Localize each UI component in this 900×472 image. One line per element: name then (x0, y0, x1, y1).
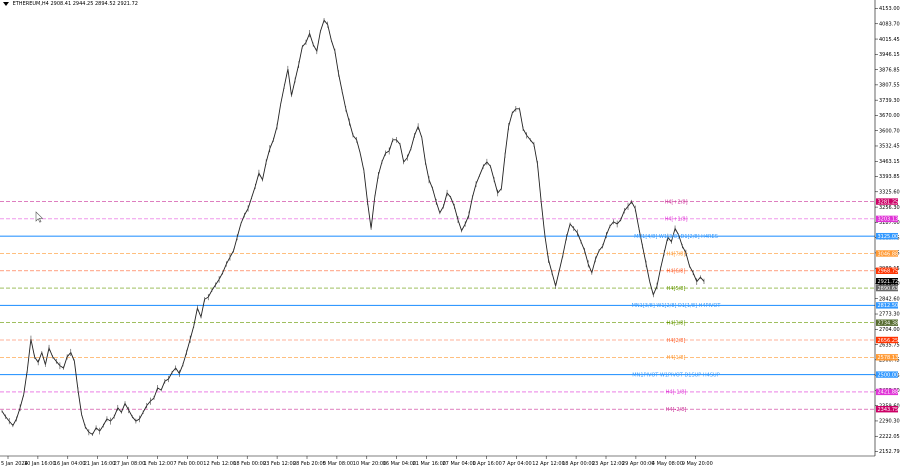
x-tick-label: 18 Feb 00:00 (233, 461, 266, 467)
price-tag (876, 388, 898, 396)
chart-header: ETHEREUM,H4 2908.41 2944.25 2894.52 2921… (3, 1, 138, 7)
price-tag-label: 2734.38 (878, 320, 899, 326)
x-tick-label: 1 Feb 12:00 (144, 461, 174, 467)
y-tick-label: 3600.70 (879, 128, 900, 134)
y-tick-label: 2704.00 (879, 327, 900, 333)
level-label: MN1[4/8] W1[3/8] D1[2/8] H4RES (634, 234, 718, 240)
y-tick-label: 2842.60 (879, 296, 900, 302)
price-tag (876, 371, 898, 378)
price-tag-label: 2421.88 (878, 390, 899, 396)
level-label: MN1[3/8] W1[2/8] D1[1/8] H4PIVOT (632, 303, 722, 309)
price-tag (876, 267, 898, 274)
price-tag (876, 198, 898, 205)
level-label: H4[2/8] (667, 338, 686, 344)
price-tag (876, 284, 898, 292)
x-tick-label: 12 Apr 12:00 (532, 461, 565, 467)
x-tick-label: 16 Mar 04:00 (383, 461, 416, 467)
level-label: MN1PIVOT W1PIVOT D1SUP H4SUP (632, 372, 719, 378)
price-tag (876, 250, 898, 257)
x-tick-label: 7 Apr 04:00 (502, 461, 531, 467)
x-tick-label: 18 Apr 00:00 (562, 461, 595, 467)
y-tick-label: 2152.79 (879, 449, 900, 455)
x-tick-label: 21 Jan 16:00 (84, 461, 116, 467)
price-tag (876, 336, 898, 344)
x-tick-label: 10 Mar 20:00 (353, 461, 386, 467)
price-tag-label: 2921.72 (878, 279, 899, 285)
price-tag-label: 2343.75 (878, 407, 899, 413)
level-label: H4[3/8] (667, 320, 686, 326)
x-tick-label: 5 Jan 2024 (1, 461, 28, 467)
x-tick-label: 9 May 20:00 (682, 461, 713, 467)
price-tag (876, 277, 898, 285)
y-tick-label: 3739.30 (879, 98, 900, 104)
y-tick-label: 2635.75 (879, 342, 900, 348)
y-tick-label: 2773.30 (879, 312, 900, 318)
x-tick-label: 27 Mar 04:00 (443, 461, 476, 467)
level-label: H4[5/8] (667, 286, 686, 292)
price-tag-label: 3125.00 (878, 234, 899, 240)
x-tick-label: 29 Apr 00:00 (622, 461, 655, 467)
price-tag (876, 319, 898, 326)
y-tick-label: 3946.15 (879, 52, 900, 58)
y-tick-label: 3876.85 (879, 67, 900, 73)
x-tick-label: 21 Mar 16:00 (413, 461, 446, 467)
x-tick-label: 23 Apr 12:00 (592, 461, 625, 467)
y-tick-label: 3807.55 (879, 83, 900, 89)
price-tag (876, 232, 898, 240)
price-tag-label: 2890.63 (878, 286, 899, 292)
symbol-label[interactable]: ETHEREUM,H4 (12, 1, 49, 7)
price-tag-label: 2968.75 (878, 269, 899, 275)
y-tick-label: 2222.05 (879, 434, 900, 440)
price-tag-label: 3046.88 (878, 251, 899, 257)
x-tick-label: 16 Jan 04:00 (54, 461, 86, 467)
y-tick-label: 4015.45 (879, 37, 900, 43)
level-label: H4[6/8] (667, 269, 686, 275)
x-tick-label: 23 Feb 12:00 (263, 461, 296, 467)
level-label: H4[+1/8] (664, 217, 687, 223)
level-label: H4[-2/8] (666, 407, 687, 413)
symbol-dropdown-icon[interactable] (3, 1, 9, 6)
y-tick-label: 3256.30 (879, 205, 900, 211)
y-tick-label: 3393.85 (879, 174, 900, 180)
level-label: H4[7/8] (667, 251, 686, 257)
level-label: H4[+2/8] (664, 199, 687, 205)
price-tag (876, 354, 898, 361)
price-tag (876, 215, 898, 223)
price-tag-label: 2812.50 (878, 303, 899, 309)
x-tick-label: 27 Jan 08:00 (114, 461, 146, 467)
price-tag (876, 406, 898, 413)
level-label: H4[-1/8] (666, 390, 687, 396)
x-tick-label: 4 May 08:00 (652, 461, 683, 467)
y-tick-label: 4153.00 (879, 6, 900, 12)
x-tick-label: 28 Feb 20:00 (293, 461, 326, 467)
level-label: H4[1/8] (667, 355, 686, 361)
x-tick-label: 7 Feb 00:00 (173, 461, 203, 467)
x-tick-label: 12 Feb 12:00 (203, 461, 236, 467)
price-tag-label: 3203.13 (878, 217, 899, 223)
price-tag-label: 2500.00 (878, 372, 899, 378)
x-tick-label: 10 Jan 16:00 (24, 461, 56, 467)
mouse-cursor-icon (35, 211, 44, 223)
y-tick-label: 2566.45 (879, 358, 900, 364)
ohlc-values: 2908.41 2944.25 2894.52 2921.72 (50, 1, 138, 7)
price-tag (876, 302, 898, 309)
y-tick-label: 3532.45 (879, 144, 900, 150)
x-tick-label: 1 Apr 16:00 (472, 461, 501, 467)
y-tick-label: 3670.00 (879, 113, 900, 119)
price-tag-label: 2656.25 (878, 338, 899, 344)
y-tick-label: 3463.15 (879, 159, 900, 165)
y-tick-label: 3187.00 (879, 220, 900, 226)
y-tick-label: 3325.60 (879, 190, 900, 196)
price-tag-label: 3281.25 (878, 199, 899, 205)
y-tick-label: 2290.30 (879, 419, 900, 425)
x-tick-label: 5 Mar 08:00 (323, 461, 353, 467)
price-tag-label: 2578.13 (878, 355, 899, 361)
y-tick-label: 4083.70 (879, 21, 900, 27)
